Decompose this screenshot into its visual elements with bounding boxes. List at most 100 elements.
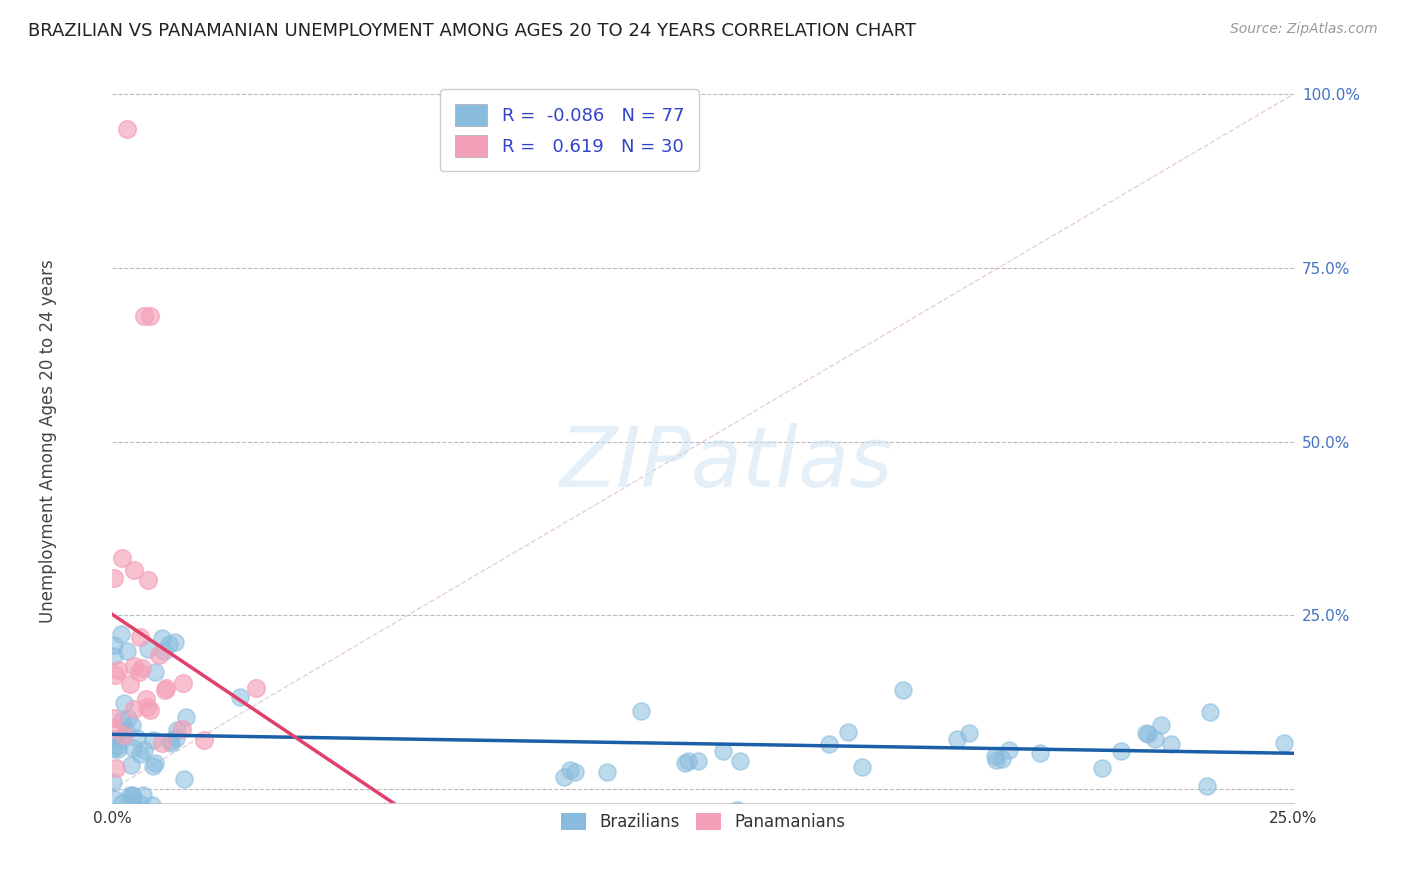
Point xyxy=(122,702,145,716)
Point xyxy=(122,740,145,755)
Text: ZIPatlas: ZIPatlas xyxy=(560,423,893,504)
Point xyxy=(103,742,125,756)
Point xyxy=(103,639,125,653)
Point xyxy=(139,310,162,324)
Point xyxy=(134,310,156,324)
Point xyxy=(121,796,143,810)
Point xyxy=(153,644,176,658)
Point xyxy=(142,733,165,747)
Point xyxy=(891,683,914,698)
Point xyxy=(728,754,751,768)
Point xyxy=(135,692,157,706)
Point xyxy=(957,725,980,739)
Point xyxy=(727,803,749,817)
Point xyxy=(155,683,177,698)
Point xyxy=(984,748,1007,763)
Point xyxy=(112,728,135,742)
Point xyxy=(245,681,267,695)
Point xyxy=(1274,736,1296,750)
Point xyxy=(120,676,142,690)
Point xyxy=(128,665,150,679)
Point xyxy=(118,788,141,802)
Point xyxy=(138,642,160,657)
Point xyxy=(111,797,134,811)
Point xyxy=(553,770,575,784)
Point xyxy=(104,732,127,747)
Point xyxy=(170,722,193,736)
Point xyxy=(166,723,188,738)
Point xyxy=(138,573,160,587)
Point xyxy=(150,631,173,645)
Point xyxy=(1150,718,1173,732)
Point xyxy=(229,690,252,704)
Point xyxy=(115,122,138,136)
Point xyxy=(990,752,1012,766)
Point xyxy=(193,733,215,747)
Point xyxy=(945,732,967,747)
Point xyxy=(688,754,710,768)
Point xyxy=(1143,731,1166,746)
Point xyxy=(125,731,148,746)
Point xyxy=(155,681,177,695)
Point xyxy=(132,788,155,802)
Point xyxy=(103,775,125,789)
Point xyxy=(110,627,132,641)
Point xyxy=(711,744,734,758)
Point xyxy=(124,563,146,577)
Legend: Brazilians, Panamanians: Brazilians, Panamanians xyxy=(554,806,852,838)
Point xyxy=(560,763,582,777)
Point xyxy=(851,760,873,774)
Point xyxy=(121,718,143,732)
Text: Unemployment Among Ages 20 to 24 years: Unemployment Among Ages 20 to 24 years xyxy=(38,260,56,624)
Point xyxy=(1160,737,1182,751)
Point xyxy=(160,736,183,750)
Point xyxy=(157,637,180,651)
Point xyxy=(1198,705,1220,719)
Point xyxy=(117,711,139,725)
Point xyxy=(1091,761,1114,775)
Point xyxy=(145,756,167,771)
Point xyxy=(837,725,859,739)
Point xyxy=(141,797,163,812)
Point xyxy=(136,699,159,714)
Point xyxy=(105,761,128,775)
Point xyxy=(150,736,173,750)
Point xyxy=(103,710,125,724)
Point xyxy=(111,550,134,565)
Point xyxy=(1135,726,1157,740)
Point xyxy=(138,703,160,717)
Point xyxy=(105,739,128,753)
Point xyxy=(1029,746,1052,760)
Text: BRAZILIAN VS PANAMANIAN UNEMPLOYMENT AMONG AGES 20 TO 24 YEARS CORRELATION CHART: BRAZILIAN VS PANAMANIAN UNEMPLOYMENT AMO… xyxy=(28,22,917,40)
Point xyxy=(817,737,839,751)
Point xyxy=(1136,727,1159,741)
Point xyxy=(112,697,135,711)
Point xyxy=(104,792,127,806)
Point xyxy=(103,721,125,735)
Point xyxy=(115,723,138,738)
Point xyxy=(128,747,150,761)
Point xyxy=(129,630,152,644)
Point xyxy=(103,571,125,585)
Point xyxy=(165,731,187,746)
Point xyxy=(172,676,194,690)
Text: Source: ZipAtlas.com: Source: ZipAtlas.com xyxy=(1230,22,1378,37)
Point xyxy=(111,731,134,746)
Point xyxy=(115,643,138,657)
Point xyxy=(148,648,170,663)
Point xyxy=(132,743,155,757)
Point xyxy=(121,789,143,803)
Point xyxy=(128,797,150,811)
Point xyxy=(984,753,1007,767)
Point xyxy=(673,756,696,770)
Point xyxy=(630,704,652,718)
Point xyxy=(107,663,129,677)
Point xyxy=(1109,744,1132,758)
Point xyxy=(173,772,195,787)
Point xyxy=(1197,780,1219,794)
Point xyxy=(107,742,129,756)
Point xyxy=(103,648,125,663)
Point xyxy=(131,661,153,675)
Point xyxy=(998,743,1021,757)
Point xyxy=(678,754,700,768)
